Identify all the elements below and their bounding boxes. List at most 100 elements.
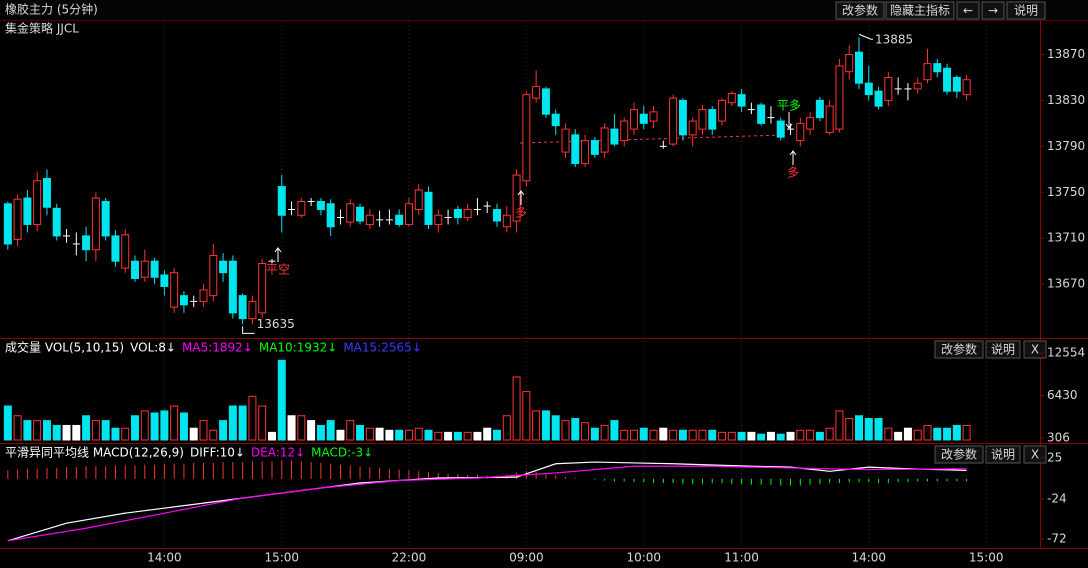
button[interactable] [835,1,885,20]
candle-body [649,111,658,122]
y-tick-label: 13710 [1047,231,1085,245]
candle-body [414,189,423,211]
volume-bar [238,405,247,441]
legend-item: MA10:1932↓ [259,341,337,355]
volume-bar [551,415,560,441]
legend-item: MACD:-3↓ [311,446,373,460]
y-tick-label: -24 [1047,491,1067,505]
candle-body [561,128,570,153]
signal-arrow-head [789,150,797,156]
button[interactable] [985,445,1021,464]
button[interactable] [934,340,984,359]
candle-body [493,209,502,222]
volume-bar [209,429,218,441]
macd-line [7,461,967,542]
candle-body [698,109,707,130]
volume-bar [796,429,805,441]
volume-bar [23,420,32,441]
button-label[interactable]: 说明 [991,342,1015,357]
volume-bar [473,431,482,441]
candle-body [845,53,854,73]
button[interactable] [934,445,984,464]
volume-bar [62,424,71,441]
button-label[interactable]: 隐藏主指标 [890,3,950,18]
candle-body [3,203,12,245]
candle-body [356,206,365,222]
candle-body [669,97,678,145]
candle-body [160,274,169,287]
candle-body [884,76,893,101]
candle-body [170,272,179,308]
candle-body [316,200,325,211]
candle-body [551,113,560,127]
button-label[interactable]: ← [963,4,973,18]
volume-bar [845,418,854,441]
button-label[interactable]: X [1031,448,1039,462]
volume-bar [923,424,932,441]
button-label[interactable]: 改参数 [941,342,977,357]
volume-bar [600,424,609,441]
button-label[interactable]: 改参数 [941,447,977,462]
candle-body [610,128,619,145]
candle-body [91,197,100,251]
volume-bar [297,415,306,441]
signal-label: 多 [787,166,799,180]
x-tick-label: 14:00 [851,551,886,565]
candle-body [708,109,717,130]
volume-bar [170,405,179,441]
legend-item: VOL:8↓ [130,341,176,355]
volume-bar [82,415,91,441]
volume-bar [669,429,678,441]
volume-bar [835,410,844,441]
candle-body [502,214,511,228]
button[interactable] [1023,340,1047,359]
button[interactable] [956,1,980,20]
candle-body [111,235,120,262]
button-label[interactable]: → [988,4,998,18]
candle-body [688,120,697,136]
candle-body [815,99,824,119]
legend-item: 平滑异同平均线 MACD(12,26,9) [5,446,184,460]
volume-bar [140,410,149,441]
volume-bar [13,415,22,441]
legend-item: 成交量 VOL(5,10,15) [5,340,124,355]
button-label[interactable]: X [1031,343,1039,357]
min-label: 13635 [257,317,295,331]
candle-body [581,140,590,165]
volume-bar [678,429,687,441]
volume-bar [610,420,619,441]
candle-body [864,82,873,96]
candle-body [33,180,42,225]
candle-body [13,198,22,240]
button[interactable] [1006,1,1046,20]
button[interactable] [981,1,1005,20]
button-label[interactable]: 说明 [1014,3,1038,18]
candle-body [629,109,638,130]
button-label[interactable]: 说明 [991,447,1015,462]
button-label[interactable]: 改参数 [842,3,878,18]
button[interactable] [1023,445,1047,464]
signal-arrow-head [517,190,525,196]
volume-bar [786,431,795,441]
candle-body [590,140,599,155]
volume-bar [199,420,208,441]
candle-body [806,117,815,130]
volume-bar [855,415,864,441]
button[interactable] [885,1,955,20]
y-tick-label: 13870 [1047,47,1085,61]
candle-body [512,174,521,222]
x-tick-label: 15:00 [264,551,299,565]
candle-body [140,260,149,278]
candle-body [855,51,864,84]
volume-bar [698,429,707,441]
max-label: 13885 [875,33,913,47]
y-tick-label: -72 [1047,532,1067,546]
candle-body [23,197,32,225]
volume-bar [258,405,267,441]
candle-body [277,186,286,216]
candle-body [727,93,736,104]
volume-bar [639,427,648,441]
candle-body [346,203,355,223]
volume-bar [806,429,815,441]
